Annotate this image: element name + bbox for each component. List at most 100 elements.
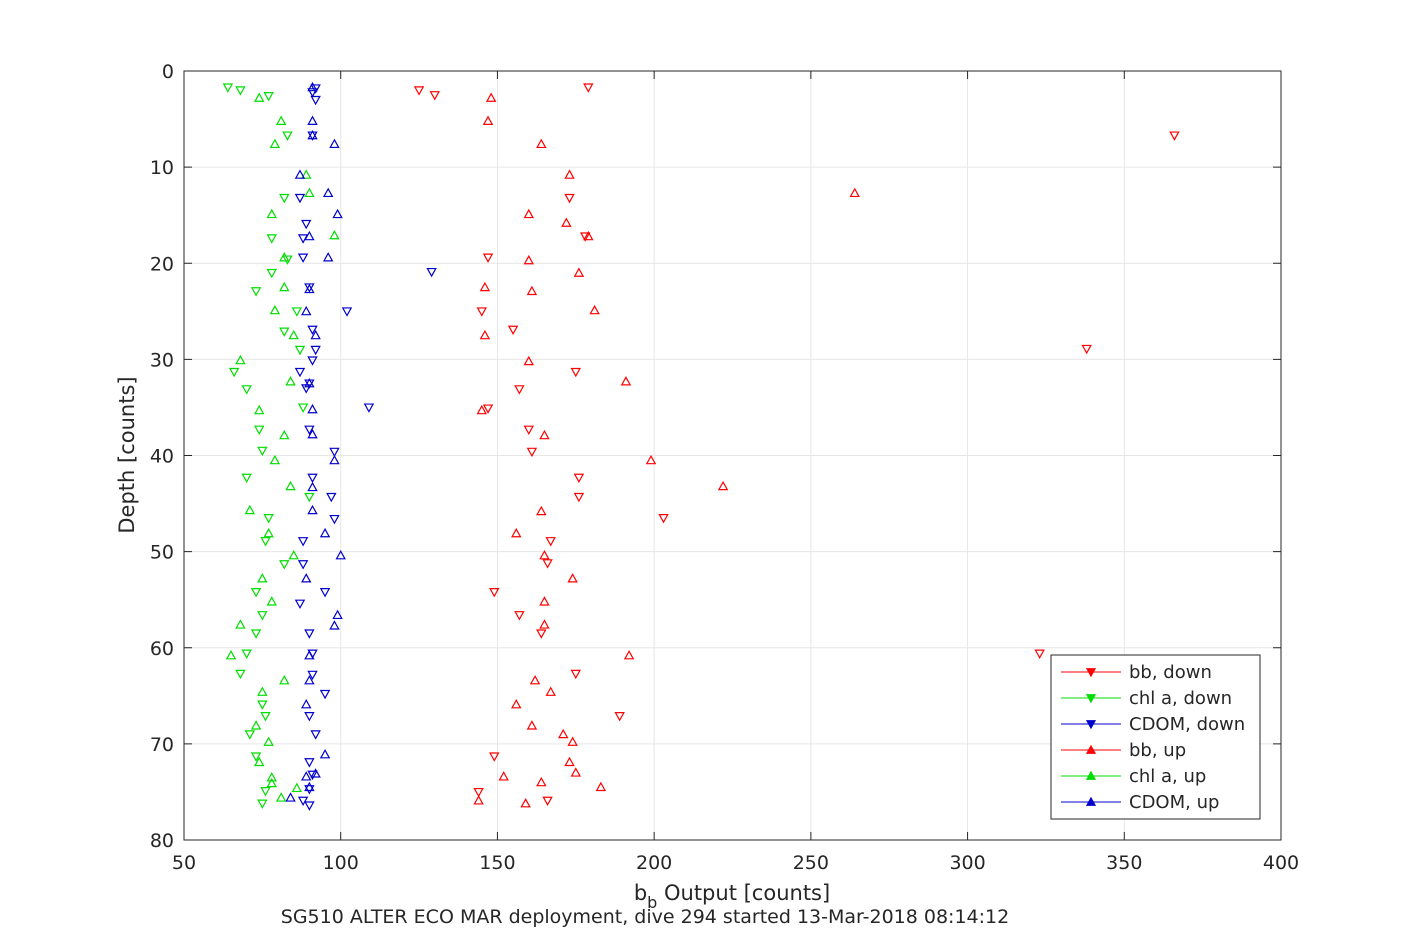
data-point [319, 527, 331, 538]
data-point [244, 504, 256, 515]
legend-box [1050, 654, 1261, 820]
data-point [564, 193, 575, 204]
data-point [482, 404, 494, 414]
data-point [514, 611, 525, 621]
data-point [235, 354, 246, 365]
data-point [297, 253, 309, 263]
data-point [489, 588, 500, 598]
data-point [304, 187, 315, 198]
data-point [301, 573, 312, 583]
data-point [561, 217, 572, 227]
data-point [307, 770, 318, 781]
data-point [257, 611, 268, 621]
data-point [297, 403, 309, 413]
data-point [523, 425, 534, 435]
data-point [279, 252, 290, 262]
data-point [266, 777, 277, 788]
data-point [307, 356, 318, 366]
y-tick-label: 30 [150, 349, 174, 371]
data-point [288, 329, 299, 340]
data-point [570, 367, 582, 378]
legend-label: CDOM, down [1129, 714, 1245, 735]
series-3 [473, 92, 860, 808]
data-point [473, 795, 484, 805]
data-point [570, 767, 582, 777]
data-point [241, 385, 252, 395]
data-point [329, 454, 340, 465]
data-point [263, 514, 274, 524]
y-tick-label: 80 [150, 830, 174, 852]
y-tick-label: 70 [150, 734, 174, 756]
x-tick-label: 200 [636, 852, 672, 874]
data-point [589, 304, 600, 315]
data-point [304, 801, 315, 811]
data-point [545, 686, 556, 696]
data-point [717, 480, 729, 491]
data-point [294, 599, 306, 609]
data-point [307, 481, 318, 492]
data-point [329, 514, 340, 525]
data-point [1081, 344, 1092, 355]
data-point [307, 81, 318, 92]
legend-label: chl a, up [1129, 766, 1206, 787]
data-point [297, 537, 309, 547]
data-point [257, 799, 268, 809]
y-axis-label: Depth [counts] [115, 376, 139, 533]
legend-marker [1085, 796, 1097, 806]
x-tick-label: 250 [793, 852, 829, 874]
data-point [254, 92, 265, 102]
data-point [526, 285, 538, 296]
data-point [583, 83, 594, 93]
data-point [307, 115, 318, 125]
data-point [250, 629, 262, 639]
data-point [322, 187, 334, 198]
data-point [304, 629, 315, 639]
data-point [623, 650, 635, 660]
data-point [329, 229, 340, 240]
data-point [235, 669, 246, 680]
series-4 [225, 92, 340, 802]
data-point [307, 428, 318, 439]
data-point [257, 573, 268, 583]
data-point [263, 527, 274, 538]
data-point [564, 756, 575, 767]
data-point [523, 208, 534, 219]
data-point [620, 376, 632, 386]
data-point [285, 792, 296, 802]
data-point [307, 403, 318, 414]
data-point [542, 796, 553, 807]
data-point [266, 268, 277, 279]
data-point [291, 782, 303, 793]
data-point [279, 674, 290, 685]
data-point [511, 699, 522, 709]
data-point [294, 367, 306, 378]
data-point [539, 619, 550, 629]
data-point [426, 267, 437, 278]
data-point [539, 429, 550, 440]
data-point [254, 756, 265, 767]
data-point [310, 329, 321, 340]
data-point [250, 588, 262, 598]
data-point [536, 505, 547, 516]
legend-label: bb, down [1129, 662, 1212, 683]
data-point [244, 730, 256, 740]
data-point [282, 255, 293, 265]
data-point [322, 252, 334, 262]
x-tick-label: 300 [949, 852, 985, 874]
x-axis-label: bb Output [counts] [634, 881, 830, 912]
data-point [307, 129, 318, 140]
data-point [263, 736, 274, 746]
data-point [507, 325, 519, 336]
legend-marker [1085, 744, 1097, 754]
data-point [257, 686, 268, 696]
data-point [269, 138, 281, 149]
data-point [1169, 131, 1180, 141]
y-tick-label: 0 [162, 61, 174, 83]
data-point [279, 560, 290, 570]
data-point [285, 480, 296, 491]
data-point [304, 377, 315, 388]
data-point [476, 307, 487, 317]
data-point [542, 559, 553, 569]
legend[interactable]: bb, down chl a, down CDOM, down bb, up chl a… [1050, 654, 1261, 820]
